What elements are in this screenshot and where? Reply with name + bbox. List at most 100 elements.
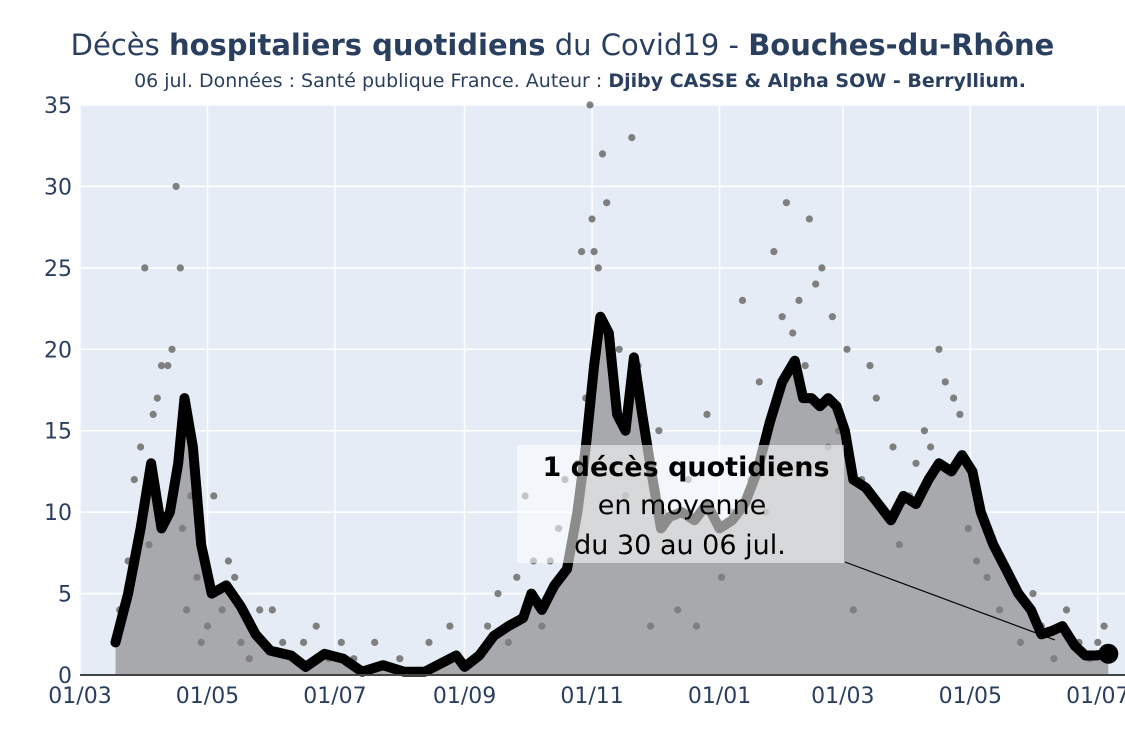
daily-point [964,524,972,533]
daily-point [812,280,820,288]
x-tick-label: 01/05 [176,684,239,709]
daily-point [149,410,157,418]
daily-point [598,150,607,158]
daily-point [805,215,814,223]
daily-point [245,655,253,663]
y-tick-label: 10 [44,501,72,526]
daily-point [828,313,837,321]
daily-point [513,573,521,581]
title-prefix: Décès [70,28,169,62]
daily-point [973,557,981,565]
daily-point [1029,590,1037,598]
daily-point [197,638,205,647]
x-tick-label: 01/03 [811,684,874,709]
daily-point [628,134,636,142]
daily-point [1062,606,1071,614]
daily-point [176,264,184,272]
x-tick-label: 01/07 [303,684,366,709]
daily-point [504,638,512,647]
title-bold: hospitaliers quotidiens [168,28,546,62]
daily-point [153,394,161,402]
daily-point [692,622,701,630]
daily-point [866,362,874,370]
y-tick-label: 30 [44,175,72,200]
daily-point [843,345,851,353]
annotation-line-1: 1 décès quotidiens [542,452,829,483]
x-axis-ticks: 01/03 01/05 01/07 01/09 01/11 01/01 01/03 01/05… [48,684,1125,709]
daily-point [484,622,492,630]
daily-point [718,573,726,581]
chart-subtitle: 06 jul. Données : Santé publique France.… [0,70,1125,92]
subtitle-author: Djiby CASSE & Alpha SOW - Berryllium. [608,70,1026,92]
daily-point [224,557,232,565]
daily-point [231,573,239,581]
daily-point [396,655,404,663]
daily-point [849,606,857,614]
y-tick-label: 35 [44,94,72,119]
daily-point [164,362,172,370]
daily-point [172,182,180,190]
daily-point [941,378,949,386]
daily-point [168,345,176,353]
daily-point [889,443,897,451]
daily-point [778,313,786,321]
daily-point [912,459,920,467]
daily-point [782,199,791,207]
daily-point [755,378,763,386]
annotation-arrow [844,561,1056,641]
daily-point [1100,622,1108,630]
annotation-background [517,445,844,563]
daily-point [279,638,287,647]
daily-point [218,606,226,614]
daily-point [588,215,596,223]
daily-point [193,573,201,581]
daily-point [801,362,809,370]
daily-point [137,443,145,451]
daily-point [337,638,345,647]
latest-value-marker [1098,643,1119,664]
daily-point [157,362,166,370]
daily-point [789,329,797,337]
daily-point [738,296,747,304]
daily-point [371,638,379,647]
daily-point [141,264,149,272]
x-tick-label: 01/01 [688,684,751,709]
daily-point [674,606,682,614]
daily-point [203,622,212,630]
y-tick-label: 15 [44,420,72,445]
daily-point [950,394,958,402]
annotation-line-3: du 30 au 06 jul. [574,530,786,561]
daily-point [268,606,276,614]
daily-point [927,443,935,451]
y-tick-label: 0 [58,664,72,689]
daily-point [935,345,943,353]
daily-point [996,606,1004,614]
daily-point [603,199,611,207]
y-tick-label: 20 [44,338,72,363]
daily-point [920,427,929,435]
x-tick-label: 01/09 [433,684,496,709]
daily-point [237,638,245,647]
y-axis-ticks: 0 5 10 15 20 25 30 35 [44,94,72,689]
daily-point [446,622,454,630]
daily-point [494,590,502,598]
chart-title: Décès hospitaliers quotidiens du Covid19… [0,28,1125,62]
average-line [110,311,1114,677]
daily-point [312,622,320,630]
daily-point [956,410,964,418]
daily-point [256,606,264,614]
daily-point [647,622,655,630]
daily-point [895,541,903,549]
title-region: Bouches-du-Rhône [748,28,1055,62]
daily-point [183,606,191,614]
daily-point [655,427,663,435]
x-tick-label: 01/03 [48,684,111,709]
daily-point [1016,638,1025,647]
daily-point [1094,638,1102,647]
daily-point [590,248,598,256]
daily-point [145,541,153,549]
daily-point [1050,655,1058,663]
daily-point [983,573,991,581]
title-middle: du Covid19 - [545,28,749,62]
